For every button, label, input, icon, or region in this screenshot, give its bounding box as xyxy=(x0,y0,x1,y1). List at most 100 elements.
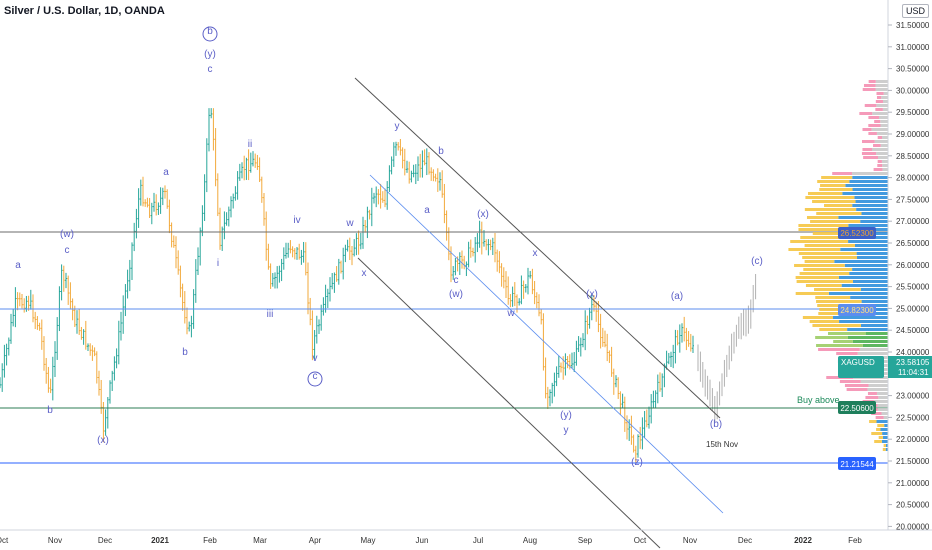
time-tick: Sep xyxy=(578,536,593,545)
symbol-title[interactable]: Silver / U.S. Dollar, 1D, OANDA xyxy=(4,5,165,17)
vp-row-up xyxy=(881,412,888,415)
buy-above-note: Buy above xyxy=(797,395,840,405)
date-note: 15th Nov xyxy=(706,440,738,449)
support-level-badge[interactable]: 21.21544 xyxy=(838,457,876,470)
vp-row-up xyxy=(847,336,888,339)
vp-row-up xyxy=(852,280,888,283)
ohlc-bar xyxy=(599,313,602,349)
wave-label: b xyxy=(47,405,53,416)
ohlc-bar xyxy=(582,333,584,348)
ohlc-bar xyxy=(23,298,26,313)
time-tick: Feb xyxy=(848,536,862,545)
vp-row-up xyxy=(881,96,888,99)
ohlc-bar xyxy=(681,323,683,343)
price-axis-bg[interactable] xyxy=(888,0,932,530)
vp-row-up xyxy=(872,148,888,151)
projection-bars xyxy=(697,274,757,422)
ohlc-bar xyxy=(612,368,615,395)
vp-poc-badge: 24.82300 xyxy=(838,304,876,316)
ohlc-bar xyxy=(414,164,417,185)
vp-row-up xyxy=(876,152,888,155)
ohlc-bar xyxy=(78,308,81,335)
vp-row-up xyxy=(851,172,888,175)
ohlc-bar xyxy=(177,250,180,275)
ohlc-bar xyxy=(355,233,358,256)
ohlc-bar xyxy=(54,341,56,378)
vp-row-down xyxy=(796,280,853,283)
ohlc-bar xyxy=(285,242,287,259)
ohlc-bar xyxy=(7,337,10,356)
vp-row-down xyxy=(805,196,855,199)
ohlc-bar xyxy=(179,265,182,298)
ohlc-bar xyxy=(91,345,94,361)
ohlc-bar xyxy=(326,288,329,308)
ohlc-bar xyxy=(161,187,164,206)
vp-row-down xyxy=(863,84,876,87)
ohlc-bar xyxy=(425,148,428,176)
ohlc-bar xyxy=(533,280,536,305)
ohlc-bar xyxy=(194,259,197,303)
ohlc-bar xyxy=(351,246,353,266)
ohlc-bar xyxy=(82,329,85,345)
vp-row-down xyxy=(877,424,885,427)
svg-text:21.21544: 21.21544 xyxy=(840,460,874,469)
ohlc-bar xyxy=(491,237,494,255)
vp-row-down xyxy=(824,204,853,207)
buy-level-badge[interactable]: 22.50600 xyxy=(838,401,876,414)
wave-label: (a) xyxy=(671,291,683,302)
vp-row-down xyxy=(798,224,849,227)
ohlc-bar xyxy=(626,415,628,440)
ohlc-bar xyxy=(535,292,538,309)
channel-upper-line[interactable] xyxy=(354,77,721,419)
ohlc-bar xyxy=(595,301,598,322)
time-tick: Apr xyxy=(309,536,322,545)
vp-row-down xyxy=(799,272,850,275)
ohlc-bar xyxy=(509,294,512,308)
ohlc-bar xyxy=(227,206,230,227)
vp-row-up xyxy=(845,184,888,187)
vp-row-down xyxy=(875,108,883,111)
price-tick: 29.50000 xyxy=(896,108,930,117)
ohlc-bar xyxy=(146,197,149,208)
currency-button[interactable]: USD xyxy=(902,4,930,18)
ohlc-bar xyxy=(135,208,138,239)
ohlc-bar xyxy=(219,207,221,250)
ohlc-bar xyxy=(280,258,283,282)
vp-row-up xyxy=(882,168,888,171)
ohlc-bar xyxy=(247,149,250,181)
ohlc-bar xyxy=(271,272,274,287)
ohlc-bar xyxy=(375,186,378,208)
ohlc-bar xyxy=(293,248,296,260)
ohlc-bar xyxy=(148,198,151,218)
ohlc-bar xyxy=(49,378,52,394)
svg-text:24.82300: 24.82300 xyxy=(840,306,874,315)
ohlc-bar xyxy=(368,209,371,220)
ohlc-bar xyxy=(392,142,395,167)
ohlc-bar xyxy=(329,277,331,302)
time-tick: Oct xyxy=(0,536,9,545)
vp-row-up xyxy=(865,332,888,335)
vp-row-up xyxy=(877,408,888,411)
vp-row-up xyxy=(882,100,888,103)
ohlc-bar xyxy=(40,319,43,350)
ohlc-bar xyxy=(155,194,158,216)
ohlc-bar xyxy=(480,221,483,255)
vp-row-down xyxy=(794,264,845,267)
channel-mid-line[interactable] xyxy=(369,174,724,514)
ohlc-bar xyxy=(254,153,257,168)
current-price-badge[interactable]: XAGUSD 23.58105 11:04:31 xyxy=(838,356,932,378)
ohlc-bar xyxy=(366,206,369,239)
ohlc-bar xyxy=(564,353,567,376)
wave-label: w xyxy=(506,308,515,319)
vp-row-up xyxy=(878,116,888,119)
ohlc-bar xyxy=(175,236,177,269)
wave-label: c xyxy=(454,275,459,286)
channel-lower-line[interactable] xyxy=(357,257,661,549)
vp-row-down xyxy=(846,388,868,391)
ohlc-bar xyxy=(153,192,155,212)
time-tick: Nov xyxy=(48,536,62,545)
ohlc-bar xyxy=(142,176,144,207)
vp-row-up xyxy=(849,180,888,183)
ohlc-bar xyxy=(0,377,1,389)
